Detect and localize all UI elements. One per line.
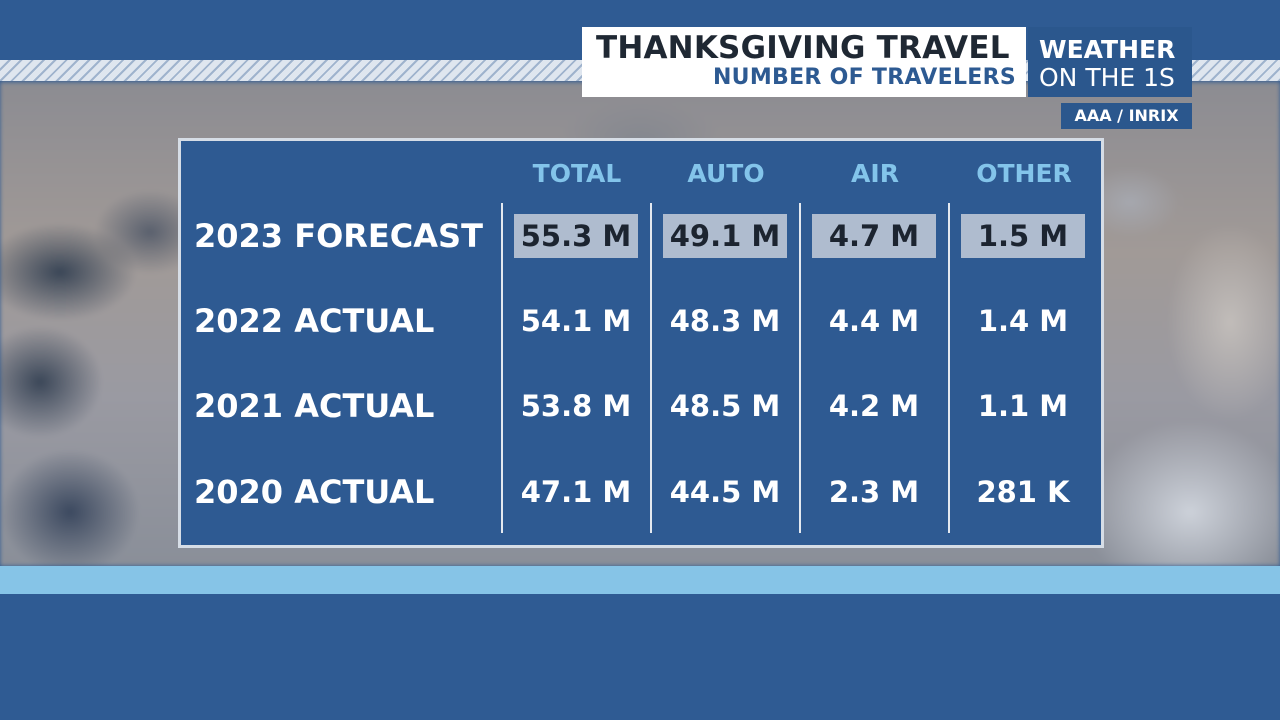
table-cell: 54.1 M bbox=[520, 304, 632, 338]
table-cell: 2.3 M bbox=[828, 475, 920, 509]
row-label-2022-actual: 2022 ACTUAL bbox=[194, 302, 435, 340]
brand-logo: WEATHER ON THE 1S bbox=[1028, 27, 1192, 97]
table-cell: 281 K bbox=[976, 475, 1070, 509]
source-label: AAA / INRIX bbox=[1061, 103, 1192, 129]
brand-line-2: ON THE 1S bbox=[1039, 63, 1175, 92]
lower-third-panel bbox=[0, 594, 1280, 720]
page-title: THANKSGIVING TRAVEL bbox=[596, 30, 1010, 66]
table-cell: 1.5 M bbox=[961, 214, 1085, 258]
column-header-total: TOTAL bbox=[532, 159, 622, 188]
column-header-auto: AUTO bbox=[687, 159, 765, 188]
column-header-other: OTHER bbox=[976, 159, 1072, 188]
column-divider bbox=[650, 203, 652, 533]
table-cell: 1.4 M bbox=[977, 304, 1069, 338]
table-cell: 4.7 M bbox=[812, 214, 936, 258]
accent-band bbox=[0, 566, 1280, 594]
table-cell: 44.5 M bbox=[669, 475, 781, 509]
travelers-table: TOTAL AUTO AIR OTHER 2023 FORECAST 55.3 … bbox=[178, 138, 1104, 548]
column-header-air: AIR bbox=[851, 159, 899, 188]
column-divider bbox=[948, 203, 950, 533]
table-cell: 4.2 M bbox=[828, 389, 920, 423]
row-label-2020-actual: 2020 ACTUAL bbox=[194, 473, 435, 511]
table-cell: 47.1 M bbox=[520, 475, 632, 509]
title-box: THANKSGIVING TRAVEL NUMBER OF TRAVELERS bbox=[582, 27, 1026, 97]
table-cell: 1.1 M bbox=[977, 389, 1069, 423]
table-cell: 48.5 M bbox=[669, 389, 781, 423]
column-divider bbox=[799, 203, 801, 533]
brand-line-1: WEATHER bbox=[1039, 35, 1176, 64]
table-cell: 55.3 M bbox=[514, 214, 638, 258]
table-cell: 48.3 M bbox=[669, 304, 781, 338]
table-cell: 4.4 M bbox=[828, 304, 920, 338]
row-label-2023-forecast: 2023 FORECAST bbox=[194, 217, 483, 255]
table-cell: 49.1 M bbox=[663, 214, 787, 258]
column-divider bbox=[501, 203, 503, 533]
table-cell: 53.8 M bbox=[520, 389, 632, 423]
page-subtitle: NUMBER OF TRAVELERS bbox=[712, 65, 1016, 90]
row-label-2021-actual: 2021 ACTUAL bbox=[194, 387, 435, 425]
